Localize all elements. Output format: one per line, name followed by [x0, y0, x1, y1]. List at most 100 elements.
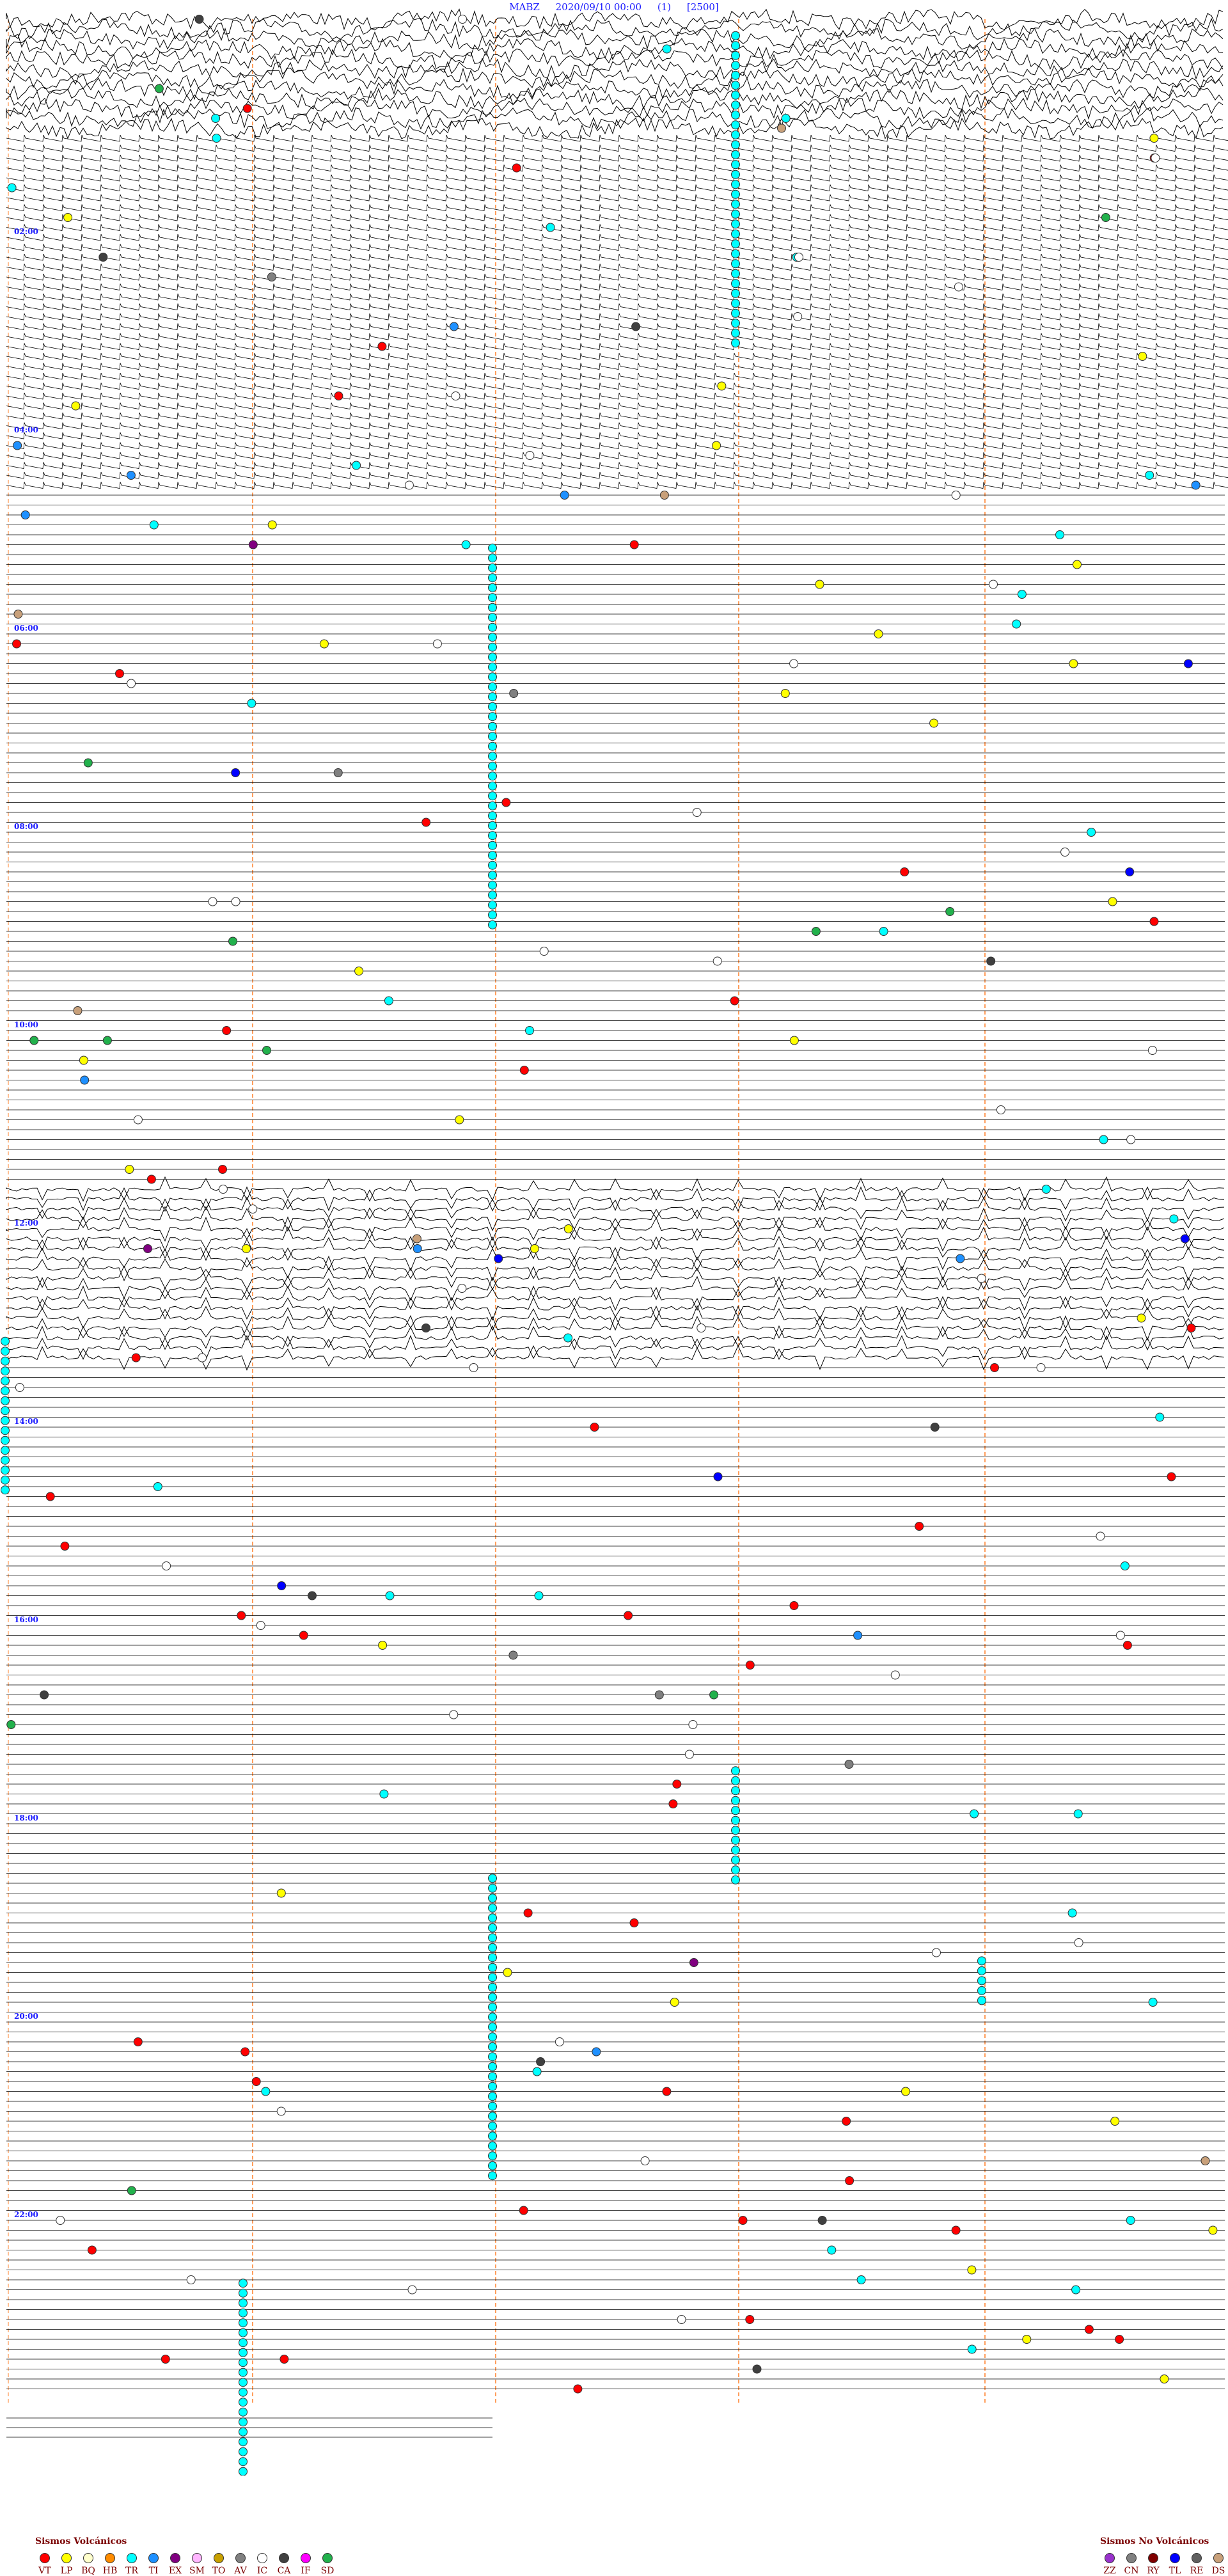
legend-dot-icon [322, 2553, 333, 2563]
event-marker [240, 2047, 250, 2057]
event-marker [239, 2437, 248, 2447]
event-marker [1148, 1998, 1158, 2007]
event-marker [73, 1006, 83, 1015]
event-marker [239, 2398, 248, 2407]
event-marker [731, 81, 740, 90]
event-marker [12, 639, 21, 649]
event-marker [900, 867, 909, 876]
legend-dot-icon [214, 2553, 224, 2563]
event-marker [267, 520, 277, 530]
hour-label: 20:00 [14, 2012, 38, 2021]
legend-dot-icon [235, 2553, 246, 2563]
event-marker [256, 1621, 265, 1630]
event-marker [71, 401, 81, 411]
event-marker [13, 441, 22, 450]
event-marker [488, 841, 497, 850]
event-marker [1099, 1135, 1108, 1144]
legend-dot-icon [257, 2553, 267, 2563]
event-marker [488, 1893, 497, 1903]
helicorder-plot [1, 8, 1228, 2476]
event-marker [267, 273, 276, 281]
event-marker [539, 947, 549, 956]
event-marker [1126, 1135, 1136, 1144]
event-marker [488, 791, 497, 801]
event-marker [488, 1903, 497, 1913]
event-marker [488, 662, 497, 672]
event-marker [951, 491, 961, 500]
hour-label: 18:00 [14, 1813, 38, 1822]
seismic-trace [6, 1235, 1225, 1261]
event-marker [228, 936, 237, 946]
event-marker [133, 2037, 143, 2046]
seismic-trace [6, 452, 1228, 459]
event-marker [198, 1353, 207, 1363]
seismic-trace [6, 77, 1224, 100]
event-marker [1087, 828, 1096, 837]
event-marker [731, 288, 740, 298]
event-marker [421, 1324, 430, 1332]
event-marker [731, 299, 740, 308]
event-marker [432, 639, 442, 649]
legend-dot-icon [1213, 2553, 1224, 2563]
event-marker [1, 1485, 10, 1495]
event-marker [299, 1631, 308, 1640]
event-marker [1186, 1324, 1196, 1332]
event-marker [63, 213, 73, 222]
event-marker [1, 1435, 10, 1445]
legend-code: IF [301, 2566, 311, 2576]
event-marker [731, 279, 740, 288]
legend-code: AV [234, 2566, 247, 2576]
event-marker [731, 308, 740, 318]
event-marker [1084, 2325, 1094, 2334]
event-marker [1208, 2225, 1218, 2235]
event-marker [1110, 2117, 1120, 2126]
seismic-trace [6, 323, 1228, 330]
event-marker [534, 1591, 544, 1600]
event-marker [276, 2106, 286, 2116]
legend-dot-icon [40, 2553, 50, 2563]
event-marker [40, 1690, 49, 1700]
event-marker [712, 956, 722, 966]
event-marker [970, 1809, 979, 1819]
event-marker [789, 1601, 799, 1610]
event-marker [1073, 560, 1082, 569]
event-marker [631, 322, 641, 331]
event-marker [530, 1244, 539, 1253]
event-marker [488, 741, 497, 751]
event-marker [239, 2387, 248, 2397]
event-marker [629, 540, 639, 549]
legend-code: TI [148, 2566, 159, 2576]
event-marker [488, 1963, 497, 1972]
event-marker [239, 2447, 248, 2456]
seismic-trace [6, 1176, 1225, 1202]
event-marker [488, 583, 497, 592]
legend-code: VT [38, 2566, 51, 2576]
event-marker [239, 2328, 248, 2337]
event-marker [488, 2052, 497, 2062]
event-marker [1145, 471, 1154, 480]
event-marker [930, 1423, 940, 1432]
seismic-trace [6, 253, 1228, 261]
event-marker [45, 1492, 55, 1501]
event-marker [488, 2112, 497, 2121]
event-marker [1, 1376, 10, 1386]
event-marker [1101, 213, 1110, 222]
event-marker [508, 1650, 518, 1660]
event-marker [488, 543, 497, 553]
event-marker [413, 1244, 422, 1253]
event-marker [745, 2315, 755, 2324]
event-marker [509, 689, 519, 698]
record-datetime: 2020/09/10 00:00 [555, 1, 642, 13]
event-marker [239, 2407, 248, 2417]
event-marker [640, 2156, 650, 2165]
event-marker [677, 2315, 686, 2324]
event-marker [794, 253, 803, 262]
event-marker [1155, 1412, 1165, 1422]
event-marker [231, 768, 240, 777]
event-marker [239, 2288, 248, 2298]
event-marker [874, 629, 883, 638]
legend-dot-icon [127, 2553, 137, 2563]
event-marker [449, 1710, 459, 1719]
event-marker [239, 2367, 248, 2377]
hour-label: 02:00 [14, 227, 38, 236]
